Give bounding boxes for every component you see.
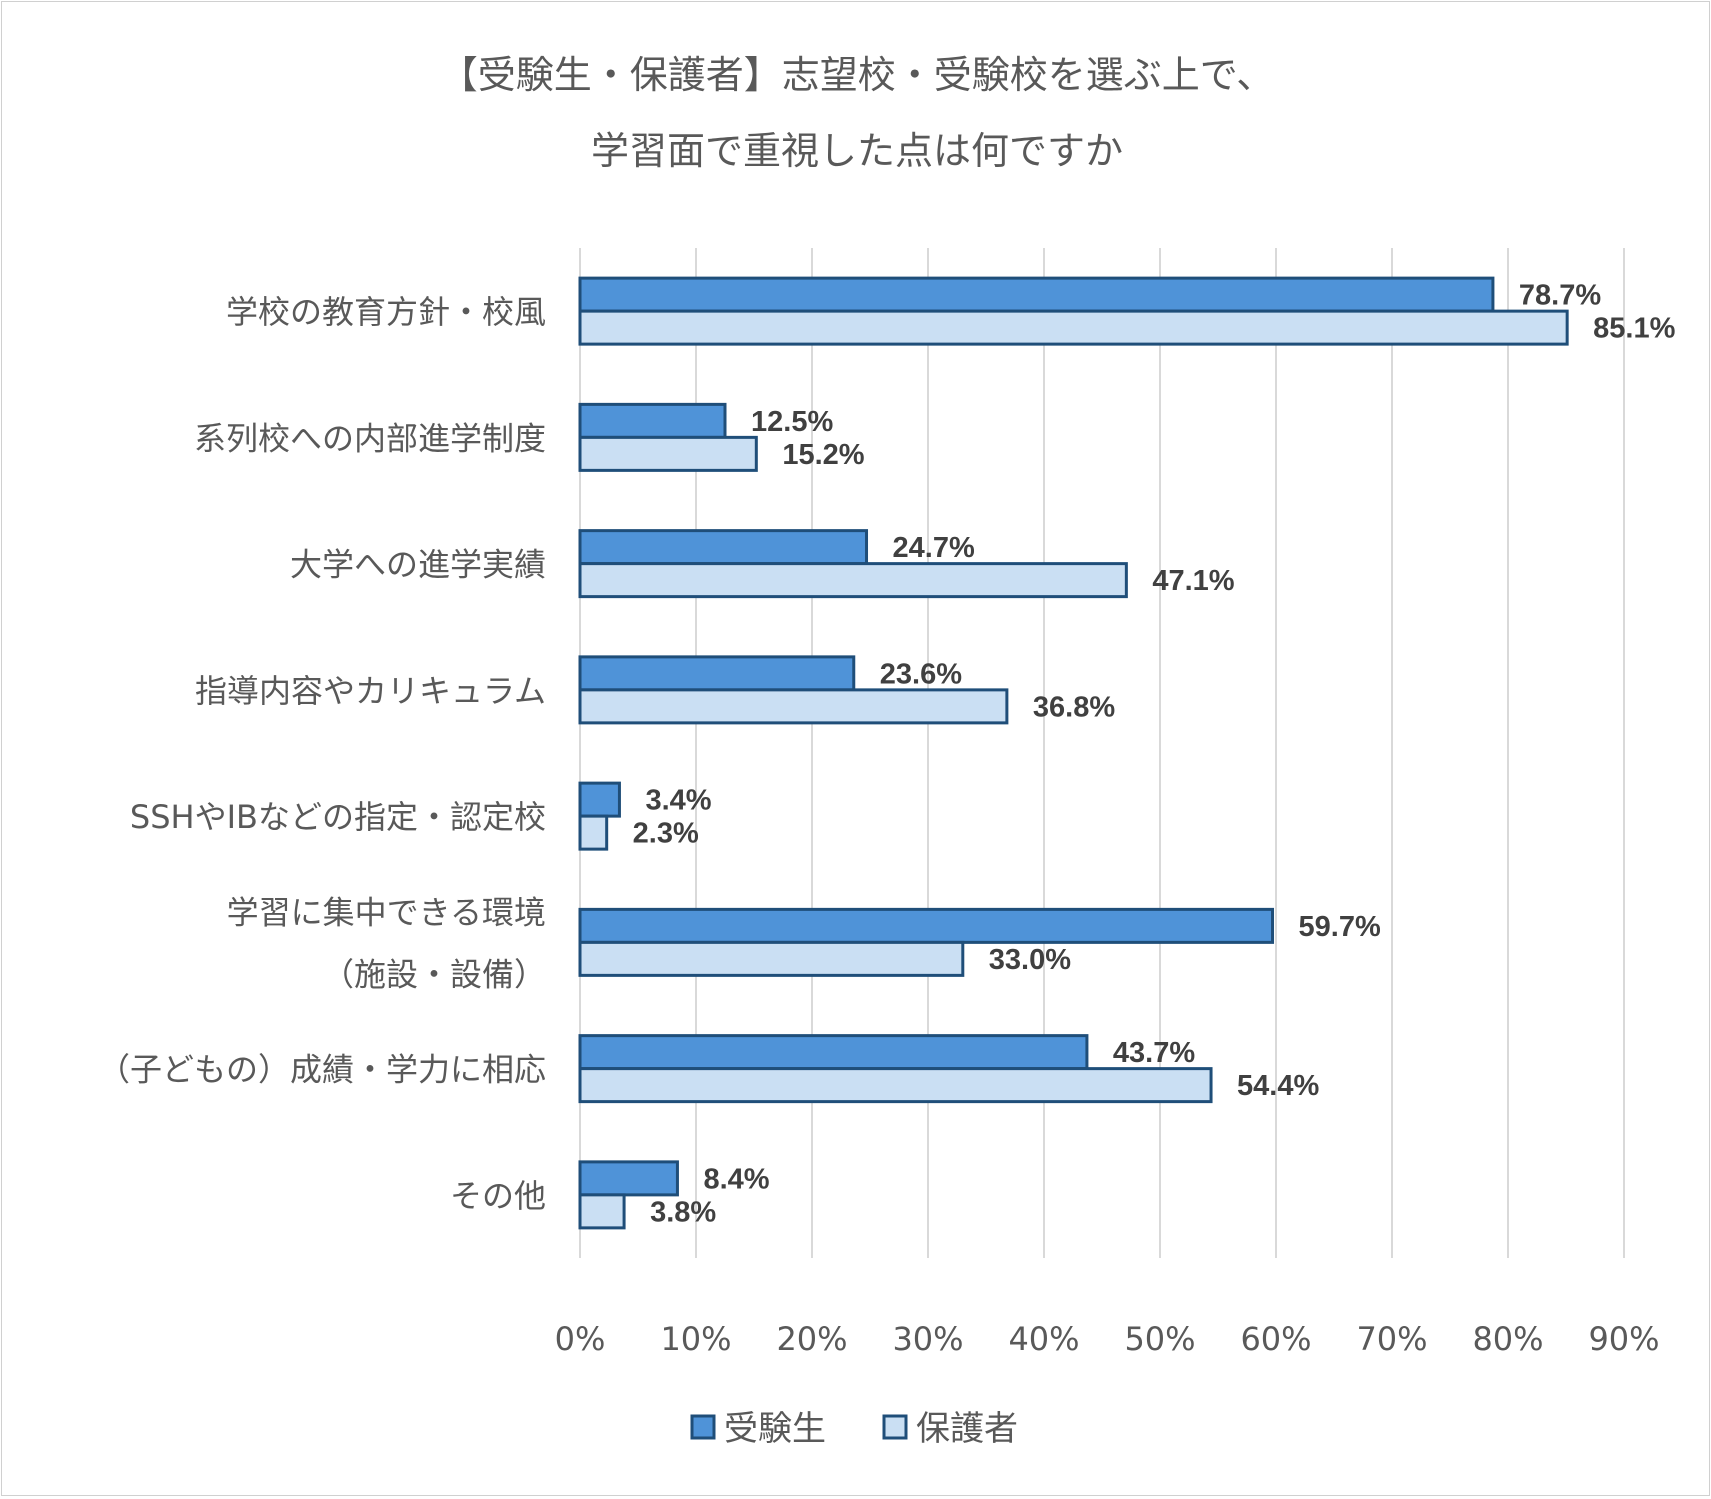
bar-guardian	[578, 309, 1569, 346]
bar-examinee	[578, 655, 856, 692]
bar-guardian	[578, 1067, 1213, 1104]
legend-swatch-examinee	[690, 1414, 716, 1440]
bar-examinee	[578, 907, 1275, 944]
chart-title-line: 学習面で重視した点は何ですか	[591, 129, 1123, 173]
legend-label: 受験生	[724, 1409, 826, 1449]
data-label: 3.8%	[650, 1196, 716, 1228]
category-label: SSHやIBなどの指定・認定校	[130, 798, 546, 836]
x-axis-ticks: 0% 10% 20% 30% 40% 50% 60% 70% 80% 90%	[555, 1320, 1660, 1358]
legend-label: 保護者	[916, 1409, 1018, 1449]
bar-examinee	[578, 276, 1495, 313]
bar-examinee	[578, 1160, 679, 1197]
bar-examinee	[578, 529, 869, 566]
bar-guardian	[578, 940, 965, 977]
bar-guardian	[578, 688, 1009, 725]
data-label: 23.6%	[880, 658, 962, 690]
category-label: 学校の教育方針・校風	[226, 293, 546, 331]
data-label: 2.3%	[633, 818, 699, 850]
bars	[578, 276, 1569, 1230]
data-label: 54.4%	[1237, 1070, 1319, 1102]
bar-guardian	[578, 814, 609, 851]
category-label: （施設・設備）	[322, 955, 546, 993]
category-label: 大学への進学実績	[290, 546, 546, 584]
x-tick-label: 20%	[776, 1320, 847, 1358]
x-tick-label: 0%	[555, 1320, 606, 1358]
data-label: 15.2%	[782, 439, 864, 471]
x-tick-label: 30%	[892, 1320, 963, 1358]
gridlines	[579, 248, 1625, 1258]
x-tick-label: 70%	[1356, 1320, 1427, 1358]
legend-swatch-guardian	[882, 1414, 908, 1440]
data-label: 85.1%	[1593, 313, 1675, 345]
bar-examinee	[578, 781, 621, 818]
x-tick-label: 40%	[1008, 1320, 1079, 1358]
data-label: 8.4%	[703, 1163, 769, 1195]
x-tick-label: 50%	[1124, 1320, 1195, 1358]
data-label: 43.7%	[1113, 1037, 1195, 1069]
data-label: 3.4%	[645, 785, 711, 817]
bar-guardian	[578, 562, 1128, 599]
chart-title-line: 【受験生・保護者】志望校・受験校を選ぶ上で、	[440, 53, 1274, 97]
data-label: 12.5%	[751, 406, 833, 438]
chart-title: 【受験生・保護者】志望校・受験校を選ぶ上で、学習面で重視した点は何ですか	[440, 53, 1274, 173]
category-label: 系列校への内部進学制度	[194, 419, 546, 457]
data-label: 33.0%	[989, 944, 1071, 976]
category-labels: 学校の教育方針・校風系列校への内部進学制度大学への進学実績指導内容やカリキュラム…	[98, 293, 546, 1215]
data-label: 78.7%	[1519, 280, 1601, 312]
data-label: 47.1%	[1152, 565, 1234, 597]
data-label: 59.7%	[1299, 911, 1381, 943]
category-label: その他	[450, 1177, 546, 1215]
legend: 受験生 保護者	[690, 1409, 1018, 1449]
data-labels: 78.7%85.1% 12.5%15.2% 24.7% 47.1% 23.6% 36.8%…	[633, 280, 1676, 1229]
x-tick-label: 80%	[1472, 1320, 1543, 1358]
x-tick-label: 10%	[660, 1320, 731, 1358]
x-tick-label: 60%	[1240, 1320, 1311, 1358]
bar-examinee	[578, 402, 727, 439]
data-label: 24.7%	[893, 532, 975, 564]
x-tick-label: 90%	[1588, 1320, 1659, 1358]
bar-guardian	[578, 1193, 626, 1230]
category-label: 指導内容やカリキュラム	[195, 672, 546, 710]
category-label: 学習に集中できる環境	[227, 893, 546, 931]
bar-examinee	[578, 1034, 1089, 1071]
data-label: 36.8%	[1033, 691, 1115, 723]
bar-guardian	[578, 435, 758, 472]
category-label: （子どもの）成績・学力に相応	[98, 1051, 546, 1089]
